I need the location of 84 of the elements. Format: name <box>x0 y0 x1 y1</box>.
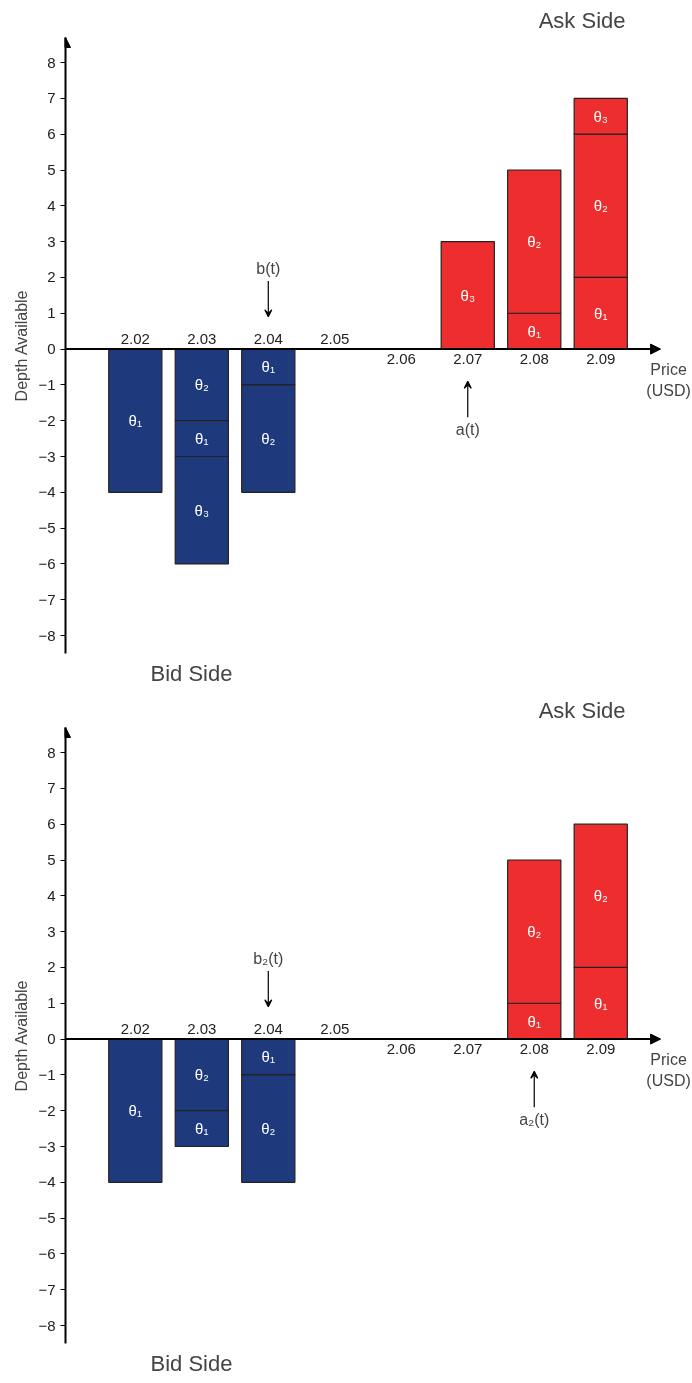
y-tick-label: 7 <box>47 779 56 797</box>
y-tick-label: 8 <box>47 53 56 71</box>
y-tick-label: 6 <box>47 815 56 833</box>
data-label: θ₁ <box>128 412 143 430</box>
y-tick-label: −1 <box>38 1065 56 1083</box>
x-tick-label: 2.06 <box>386 350 416 368</box>
x-tick-label: 2.09 <box>586 350 616 368</box>
x-tick-label: 2.05 <box>320 1020 350 1038</box>
y-tick-label: −4 <box>38 1173 56 1191</box>
x-axis-title: Price (USD) <box>646 361 691 400</box>
y-tick-label: 6 <box>47 125 56 143</box>
x-tick-label: 2.06 <box>386 1040 416 1058</box>
data-label: θ₁ <box>195 430 209 448</box>
y-tick-label: 5 <box>47 161 56 179</box>
text: Bid Side <box>150 1350 233 1376</box>
x-tick-label: 2.04 <box>253 330 283 348</box>
data-label: θ₃ <box>194 501 210 519</box>
y-tick-label: 0 <box>47 340 56 358</box>
y-tick-label: 2 <box>47 958 56 976</box>
y-tick-label: 4 <box>47 196 56 214</box>
y-tick-label: −4 <box>38 483 56 501</box>
y-tick-label: −2 <box>38 411 56 429</box>
data-label: θ₁ <box>527 322 541 340</box>
y-tick-label: 2 <box>47 268 56 286</box>
y-tick-label: −2 <box>38 1101 56 1119</box>
text: Ask Side <box>538 7 626 33</box>
data-label: θ₁ <box>128 1102 143 1120</box>
x-axis-title: Price (USD) <box>646 1051 691 1090</box>
y-tick-label: −5 <box>38 1209 56 1227</box>
annotation: a₂(t) <box>519 1110 550 1128</box>
x-tick-label: 2.03 <box>187 1020 217 1038</box>
x-tick-label: 2.08 <box>519 350 549 368</box>
bar <box>108 1038 163 1183</box>
data-label: θ₁ <box>527 1012 541 1030</box>
data-label: θ₁ <box>261 358 275 376</box>
data-label: θ₂ <box>527 233 542 251</box>
data-label: θ₂ <box>593 887 608 905</box>
data-label: θ₂ <box>261 1120 276 1138</box>
y-axis-title: Depth Available <box>13 980 31 1092</box>
y-tick-label: 8 <box>47 743 56 761</box>
y-tick-label: −6 <box>38 1244 56 1262</box>
y-tick-label: 3 <box>47 922 56 940</box>
y-tick-label: 0 <box>47 1030 56 1048</box>
y-tick-label: −8 <box>38 1316 56 1334</box>
x-tick-label: 2.07 <box>453 1040 483 1058</box>
data-label: θ₂ <box>261 430 276 448</box>
x-tick-label: 2.09 <box>586 1040 616 1058</box>
y-tick-label: −7 <box>38 1280 56 1298</box>
y-tick-label: 1 <box>47 994 56 1012</box>
data-label: θ₁ <box>594 304 608 322</box>
data-label: θ₃ <box>460 286 475 304</box>
y-tick-label: −3 <box>38 1137 56 1155</box>
y-tick-label: −3 <box>38 447 56 465</box>
data-label: θ₂ <box>527 923 542 941</box>
x-tick-label: 2.07 <box>453 350 483 368</box>
x-tick-label: 2.02 <box>120 1020 150 1038</box>
annotation: a(t) <box>455 420 480 438</box>
data-label: θ₁ <box>261 1048 275 1066</box>
y-tick-label: −6 <box>38 554 56 572</box>
y-axis-title: Depth Available <box>13 290 31 402</box>
y-tick-label: −8 <box>38 626 56 644</box>
y-tick-label: −7 <box>38 590 56 608</box>
annotation: b(t) <box>256 260 281 278</box>
x-tick-label: 2.03 <box>187 330 217 348</box>
y-tick-label: 1 <box>47 304 56 322</box>
text: Bid Side <box>150 660 233 686</box>
y-tick-label: 5 <box>47 851 56 869</box>
x-tick-label: 2.02 <box>120 330 150 348</box>
x-tick-label: 2.04 <box>253 1020 283 1038</box>
y-tick-label: −5 <box>38 519 56 537</box>
text: Ask Side <box>538 697 626 723</box>
data-label: θ₂ <box>194 1066 210 1084</box>
data-label: θ₁ <box>195 1120 209 1138</box>
data-label: θ₂ <box>593 197 608 215</box>
data-label: θ₁ <box>594 994 608 1012</box>
y-tick-label: 7 <box>47 89 56 107</box>
y-tick-label: 4 <box>47 886 56 904</box>
data-label: θ₃ <box>593 107 608 125</box>
x-tick-label: 2.05 <box>320 330 350 348</box>
annotation: b₂(t) <box>253 950 284 968</box>
data-label: θ₂ <box>194 376 210 394</box>
x-tick-label: 2.08 <box>519 1040 549 1058</box>
y-tick-label: 3 <box>47 232 56 250</box>
y-tick-label: −1 <box>38 375 56 393</box>
